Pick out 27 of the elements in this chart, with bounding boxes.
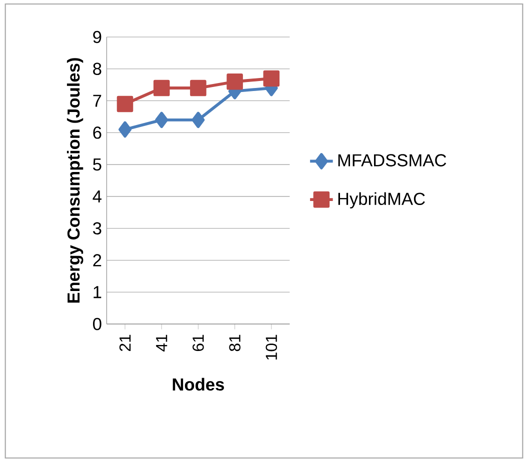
x-tick-label: 61 bbox=[192, 334, 204, 352]
point bbox=[155, 112, 168, 128]
y-axis-title: Energy Consumption (Joules) bbox=[66, 58, 84, 303]
legend-label: MFADSSMAC bbox=[338, 154, 446, 166]
x-tick-label: 81 bbox=[229, 334, 240, 352]
point bbox=[190, 80, 206, 96]
y-tick-label: 6 bbox=[93, 126, 102, 139]
y-tick-label: 3 bbox=[93, 222, 102, 234]
y-tick-label: 8 bbox=[93, 62, 102, 76]
y-tick-label: 0 bbox=[93, 318, 102, 330]
point bbox=[116, 96, 134, 112]
y-tick-label: 5 bbox=[93, 158, 102, 171]
x-axis-title: Nodes bbox=[172, 378, 224, 391]
point bbox=[226, 74, 243, 90]
y-tick-label: 7 bbox=[93, 94, 102, 107]
point bbox=[118, 121, 132, 138]
point bbox=[153, 80, 170, 96]
point bbox=[192, 112, 205, 128]
y-tick-label: 9 bbox=[93, 30, 102, 44]
y-tick-label: 1 bbox=[94, 286, 102, 298]
x-tick-label: 101 bbox=[266, 334, 278, 360]
point bbox=[263, 70, 280, 87]
x-tick-label: 21 bbox=[119, 334, 131, 352]
y-tick-label: 4 bbox=[92, 190, 102, 202]
x-tick-label: 41 bbox=[156, 334, 168, 352]
legend-label: HybridMAC bbox=[338, 192, 425, 208]
y-tick-label: 2 bbox=[93, 254, 102, 266]
